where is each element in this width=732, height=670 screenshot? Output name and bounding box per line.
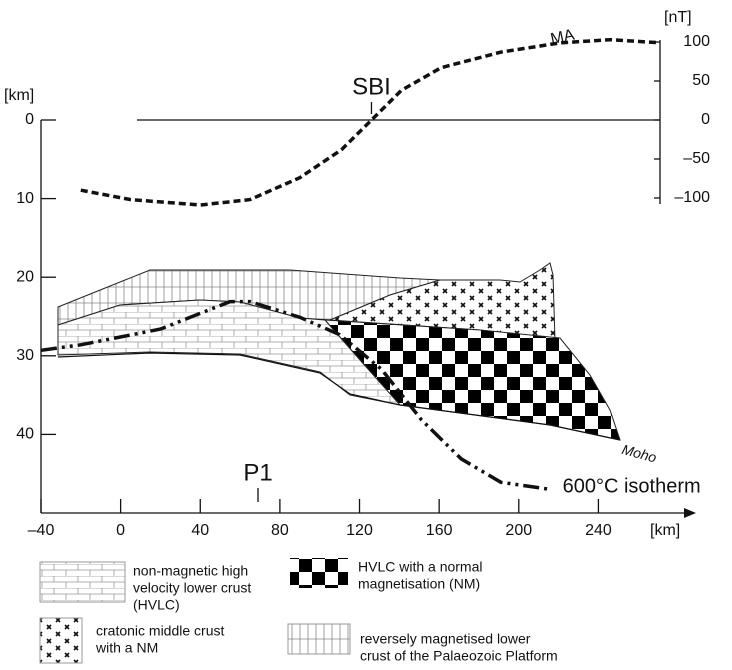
legend-label: velocity lower crust [133,580,251,596]
series-label: MA [549,26,576,48]
y-tick-label: 40 [16,426,34,443]
x-tick-label: 120 [346,522,373,539]
x-tick-label: 240 [585,522,612,539]
y2-tick-label: 50 [692,72,710,89]
legend-label: non-magnetic high [133,563,248,579]
y2-tick-label: –50 [683,150,710,167]
legend-label: (HVLC) [133,597,180,613]
hvlc-non-magnetic [57,299,402,406]
geology [57,119,660,441]
y2-axis-label: [nT] [664,9,692,26]
legend-label: HVLC with a normal [358,559,483,575]
x-tick-label: 160 [426,522,453,539]
legend-swatch [39,561,126,603]
legend-label: with a NM [95,640,158,656]
series-label: 600°C isotherm [563,476,701,498]
data-line [80,37,661,207]
x-axis-arrow [684,508,696,518]
x-tick-label: 40 [191,522,209,539]
y2-tick-label: 0 [701,111,710,128]
legend-swatch [39,617,83,664]
y2-tick-label: 100 [683,33,710,50]
legend-label: reversely magnetised lower [360,631,531,647]
data-line [40,299,551,492]
legend-label: cratonic middle crust [96,623,224,639]
moho-line [57,352,621,441]
x-tick-label: 80 [271,522,289,539]
y-tick-label: 30 [16,347,34,364]
y-tick-label: 10 [16,190,34,207]
y-tick-label: 0 [25,111,34,128]
annotation: Moho [620,441,658,466]
x-tick-label: 0 [116,522,125,539]
annotation: SBI [352,73,391,100]
x-tick-label: 200 [505,522,532,539]
legend-label: magnetisation (NM) [358,576,480,592]
legend-label: crust of the Palaeozoic Platform [360,648,558,664]
annotation: P1 [243,459,272,486]
y-axis-label: [km] [4,87,34,104]
legend-swatch [290,558,348,588]
y-tick-label: 20 [16,268,34,285]
x-tick-label: –40 [28,522,55,539]
y2-tick-label: –100 [674,189,710,206]
legend-swatch [287,623,351,655]
x-axis-label: [km] [650,522,680,539]
